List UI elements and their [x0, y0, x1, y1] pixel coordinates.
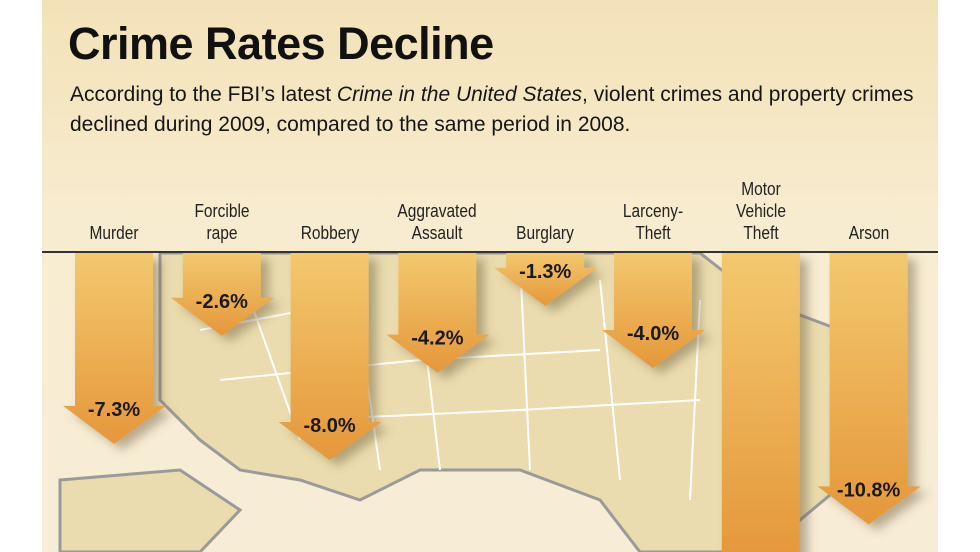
subtitle-text: According to the FBI’s latest	[70, 83, 337, 106]
category-label-line: Aggravated	[397, 201, 477, 221]
category-label: Forcible rape	[174, 200, 269, 244]
chart-subtitle: According to the FBI’s latest Crime in t…	[70, 80, 920, 140]
category-label-line: Robbery	[300, 223, 359, 243]
category-label: Larceny- Theft	[606, 200, 701, 244]
arrow-bar: -2.6%	[170, 253, 274, 336]
arrow-bar: -8.0%	[278, 253, 382, 460]
category-label-line: Forcible	[194, 201, 250, 221]
arrow-bar: -4.0%	[602, 253, 705, 368]
arrow-bar: -10.8%	[817, 253, 921, 525]
category-label-line: rape	[206, 223, 238, 243]
category-label: Murder	[67, 222, 162, 244]
arrow-bar: -1.3%	[494, 253, 598, 306]
arrow-shape	[278, 253, 382, 460]
category-label-line: Arson	[848, 223, 889, 243]
category-label-line: Larceny-	[622, 201, 684, 221]
category-label: Aggravated Assault	[390, 200, 485, 244]
arrow-shape	[386, 253, 490, 373]
category-label: Arson	[821, 222, 916, 244]
arrow-shape	[63, 253, 166, 444]
category-label-line: Vehicle	[735, 201, 786, 221]
category-label: Robbery	[282, 222, 377, 244]
subtitle-report-name: Crime in the United States	[336, 83, 583, 106]
category-label-line: Burglary	[516, 223, 575, 243]
arrow-shape	[170, 253, 274, 336]
baseline	[42, 251, 938, 253]
arrow-bar	[721, 253, 800, 552]
value-label: -4.0%	[627, 323, 679, 345]
arrow-bar: -4.2%	[386, 253, 490, 373]
category-label-line: Motor	[741, 179, 781, 199]
arrow-shape	[494, 253, 598, 306]
value-label: -2.6%	[196, 291, 248, 313]
value-label: -7.3%	[88, 399, 140, 421]
category-label: Motor Vehicle Theft	[713, 178, 808, 244]
subtitle-text-end: , violent crimes and property crimes dec…	[70, 83, 914, 136]
arrow-bar: -7.3%	[63, 253, 166, 444]
value-label: -10.8%	[837, 479, 901, 501]
category-label-line: Murder	[89, 223, 139, 243]
state-borders	[199, 259, 701, 501]
category-label-line: Theft	[743, 223, 779, 243]
category-label-line: Assault	[412, 223, 463, 243]
chart-title: Crime Rates Decline	[68, 18, 494, 69]
arrow-shape	[602, 253, 705, 368]
arrow-shape	[817, 253, 921, 525]
arrow-shape	[721, 253, 800, 552]
category-label-line: Theft	[635, 223, 671, 243]
category-label: Burglary	[498, 222, 593, 244]
value-label: -8.0%	[303, 415, 355, 437]
value-label: -1.3%	[519, 261, 571, 283]
value-label: -4.2%	[411, 328, 463, 350]
